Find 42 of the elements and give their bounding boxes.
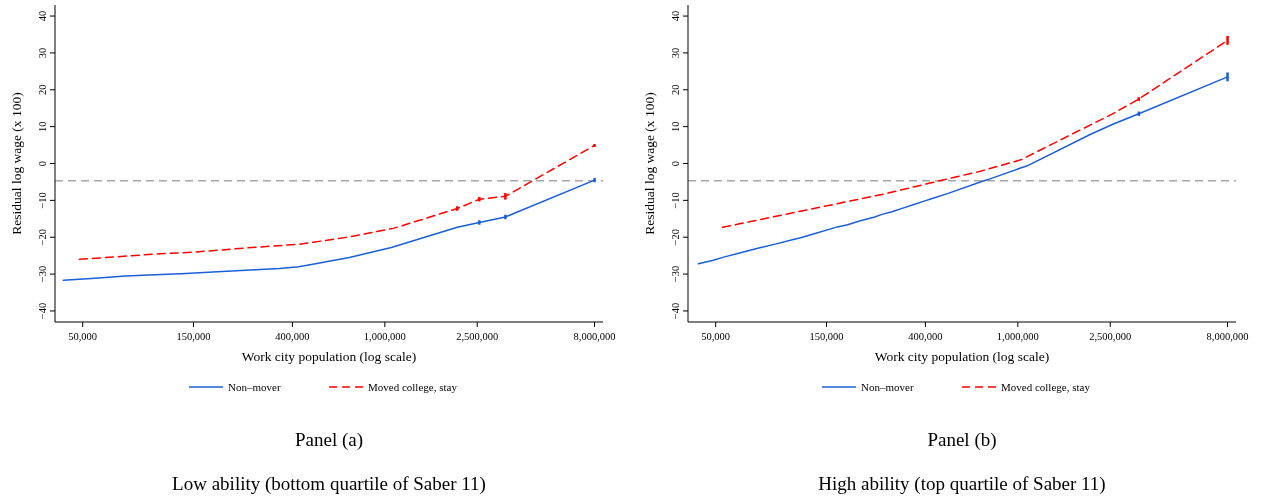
- x-tick-label: 400,000: [908, 331, 943, 342]
- text: Low ability (bottom quartile of Saber 11): [172, 473, 486, 495]
- y-axis-title: Residual log wage (x 100): [9, 92, 24, 235]
- x-tick-label: 1,000,000: [363, 331, 406, 342]
- y-tick-label: 10: [670, 121, 681, 132]
- y-tick-label: −20: [670, 229, 681, 246]
- legend-label: Moved college, stay: [1001, 381, 1091, 393]
- legend-label: Non–mover: [861, 381, 914, 393]
- x-tick-label: 400,000: [275, 331, 310, 342]
- x-tick-label: 150,000: [809, 331, 844, 342]
- x-tick-label: 8,000,000: [1206, 331, 1249, 342]
- legend-label: Moved college, stay: [368, 381, 458, 393]
- x-tick-label: 1,000,000: [996, 331, 1039, 342]
- y-tick-label: −20: [37, 229, 48, 246]
- y-tick-label: 30: [670, 47, 681, 59]
- y-axis-title: Residual log wage (x 100): [642, 92, 657, 235]
- y-tick-label: 20: [37, 84, 48, 96]
- y-tick-label: 40: [670, 10, 681, 22]
- x-axis-title: Work city population (log scale): [241, 349, 417, 364]
- x-tick-label: 2,500,000: [456, 331, 499, 342]
- y-tick-label: −30: [37, 265, 48, 283]
- text: Panel (a): [294, 429, 364, 451]
- legend-label: Non–mover: [228, 381, 281, 393]
- y-tick-label: 40: [37, 10, 48, 22]
- x-tick-label: 50,000: [701, 331, 731, 342]
- y-tick-label: 0: [670, 160, 681, 167]
- y-tick-label: −40: [670, 302, 681, 320]
- x-tick-label: 50,000: [68, 331, 98, 342]
- y-tick-label: −40: [37, 302, 48, 320]
- y-tick-label: −30: [670, 265, 681, 283]
- x-axis-title: Work city population (log scale): [874, 349, 1050, 364]
- text: Panel (b): [927, 429, 997, 451]
- y-tick-label: 30: [37, 47, 48, 59]
- x-tick-label: 2,500,000: [1089, 331, 1132, 342]
- y-tick-label: −10: [37, 192, 48, 209]
- x-tick-label: 8,000,000: [573, 331, 616, 342]
- y-tick-label: −10: [670, 192, 681, 209]
- x-tick-label: 150,000: [176, 331, 211, 342]
- y-tick-label: 0: [37, 160, 48, 167]
- text: High ability (top quartile of Saber 11): [818, 473, 1106, 495]
- y-tick-label: 10: [37, 121, 48, 132]
- y-tick-label: 20: [670, 84, 681, 96]
